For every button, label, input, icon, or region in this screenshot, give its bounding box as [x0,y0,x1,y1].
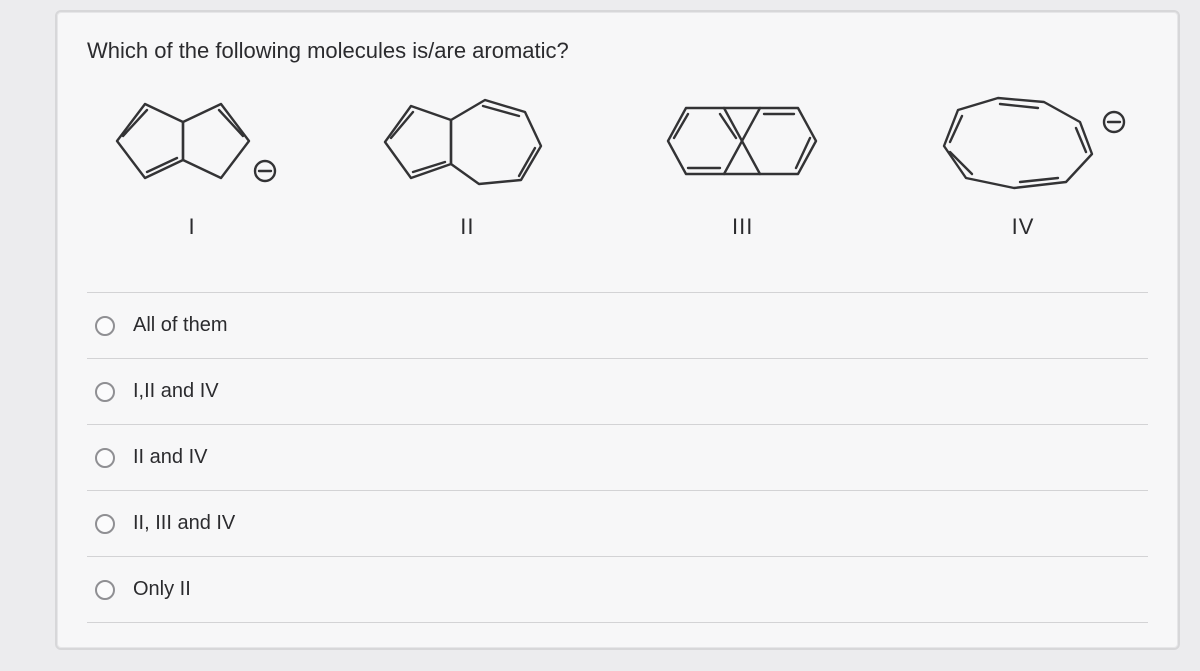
molecule-4-label: IV [1012,214,1035,240]
choice-label: II and IV [133,446,208,469]
radio-icon[interactable] [95,382,115,402]
answer-choices: All of them I,II and IV II and IV II, II… [87,292,1148,623]
molecule-2-label: II [460,214,474,240]
choice-row[interactable]: II, III and IV [87,491,1148,557]
choice-row[interactable]: II and IV [87,425,1148,491]
choice-label: II, III and IV [133,512,235,535]
molecule-3: III [638,86,848,240]
choice-row[interactable]: Only II [87,557,1148,623]
question-text: Which of the following molecules is/are … [87,38,1148,64]
question-card: Which of the following molecules is/are … [55,10,1180,650]
molecule-3-svg [638,86,848,196]
molecule-1-svg [87,86,297,196]
radio-icon[interactable] [95,448,115,468]
choice-label: All of them [133,314,227,337]
molecule-4-svg [908,86,1138,196]
choice-row[interactable]: I,II and IV [87,359,1148,425]
figures-row: I II [87,86,1148,240]
molecule-2: II [357,86,577,240]
radio-icon[interactable] [95,580,115,600]
radio-icon[interactable] [95,316,115,336]
choice-row[interactable]: All of them [87,293,1148,359]
molecule-4: IV [908,86,1138,240]
choice-label: Only II [133,578,191,601]
molecule-1: I [87,86,297,240]
choice-label: I,II and IV [133,380,219,403]
molecule-1-label: I [188,214,195,240]
molecule-3-label: III [732,214,753,240]
radio-icon[interactable] [95,514,115,534]
molecule-2-svg [357,86,577,196]
